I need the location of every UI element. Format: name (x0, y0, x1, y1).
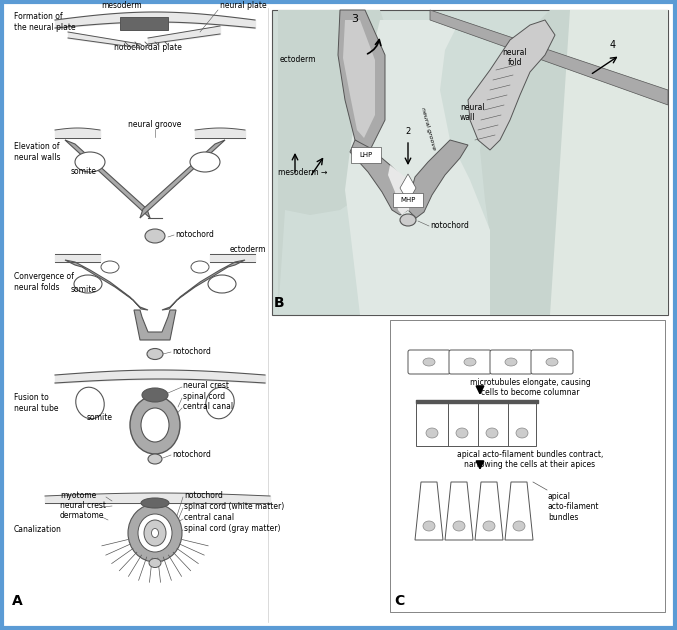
FancyBboxPatch shape (531, 350, 573, 374)
Polygon shape (140, 140, 225, 218)
Text: spinal cord: spinal cord (183, 392, 225, 401)
Text: notochordal plate: notochordal plate (114, 43, 182, 52)
FancyBboxPatch shape (490, 350, 532, 374)
Ellipse shape (128, 504, 182, 562)
Text: spinal cord (gray matter): spinal cord (gray matter) (184, 524, 280, 533)
Ellipse shape (149, 559, 161, 568)
Ellipse shape (190, 152, 220, 172)
Polygon shape (480, 10, 668, 315)
FancyBboxPatch shape (393, 193, 423, 207)
Ellipse shape (191, 261, 209, 273)
Polygon shape (475, 482, 503, 540)
Ellipse shape (400, 214, 416, 226)
Text: C: C (394, 594, 404, 608)
Polygon shape (388, 165, 410, 215)
Text: neural
wall: neural wall (460, 103, 485, 122)
Text: B: B (274, 296, 284, 310)
Text: 4: 4 (610, 40, 616, 50)
Polygon shape (65, 140, 150, 218)
Polygon shape (400, 174, 416, 202)
Ellipse shape (152, 529, 158, 537)
Text: Convergence of
neural folds: Convergence of neural folds (14, 272, 74, 292)
Ellipse shape (505, 358, 517, 366)
Ellipse shape (426, 428, 438, 438)
Text: Fusion to
neural tube: Fusion to neural tube (14, 393, 58, 413)
Ellipse shape (142, 388, 168, 402)
Ellipse shape (423, 521, 435, 531)
Text: Formation of
the neural plate: Formation of the neural plate (14, 13, 76, 32)
Text: apical
acto-filament
bundles: apical acto-filament bundles (548, 492, 600, 522)
Polygon shape (505, 482, 533, 540)
Text: notochord: notochord (184, 491, 223, 500)
Text: spinal cord (white matter): spinal cord (white matter) (184, 502, 284, 511)
Polygon shape (415, 482, 443, 540)
Text: somite: somite (87, 413, 113, 422)
Ellipse shape (208, 275, 236, 293)
Polygon shape (134, 310, 176, 340)
Ellipse shape (130, 396, 180, 454)
Ellipse shape (483, 521, 495, 531)
Polygon shape (350, 140, 410, 215)
Text: neural groove: neural groove (420, 107, 436, 151)
Ellipse shape (516, 428, 528, 438)
FancyBboxPatch shape (272, 10, 668, 315)
Text: notochord: notochord (172, 347, 211, 356)
Polygon shape (445, 482, 473, 540)
FancyBboxPatch shape (351, 147, 381, 163)
Ellipse shape (144, 520, 166, 546)
FancyBboxPatch shape (408, 350, 450, 374)
Text: central canal: central canal (183, 402, 233, 411)
Ellipse shape (74, 275, 102, 293)
Ellipse shape (453, 521, 465, 531)
Text: 2: 2 (406, 127, 411, 136)
Text: neural plate: neural plate (220, 1, 267, 10)
Text: somite: somite (71, 285, 97, 294)
Text: Canalization: Canalization (14, 525, 62, 534)
Ellipse shape (138, 514, 172, 552)
Ellipse shape (464, 358, 476, 366)
Ellipse shape (206, 387, 234, 419)
Text: mesoderm →: mesoderm → (278, 168, 328, 177)
Polygon shape (345, 20, 490, 315)
Text: microtubules elongate, causing
cells to become columnar: microtubules elongate, causing cells to … (470, 378, 590, 398)
Text: neural
fold: neural fold (503, 48, 527, 67)
Ellipse shape (101, 261, 119, 273)
FancyBboxPatch shape (390, 320, 665, 612)
Text: MHP: MHP (400, 197, 416, 203)
Ellipse shape (513, 521, 525, 531)
Polygon shape (468, 20, 555, 150)
Text: apical acto-filament bundles contract,
narrowing the cells at their apices: apical acto-filament bundles contract, n… (457, 450, 603, 469)
Text: Elevation of
neural walls: Elevation of neural walls (14, 142, 60, 162)
Ellipse shape (456, 428, 468, 438)
Ellipse shape (423, 358, 435, 366)
Polygon shape (162, 260, 245, 310)
FancyBboxPatch shape (449, 350, 491, 374)
Polygon shape (343, 20, 375, 138)
Polygon shape (65, 260, 148, 310)
Ellipse shape (141, 408, 169, 442)
Text: neural groove: neural groove (129, 120, 181, 129)
Text: dermatome: dermatome (60, 511, 104, 520)
Text: 3: 3 (351, 14, 359, 24)
Text: somite: somite (71, 167, 97, 176)
Text: central canal: central canal (184, 513, 234, 522)
Ellipse shape (76, 387, 104, 419)
Text: neural crest: neural crest (60, 501, 106, 510)
Text: ectoderm: ectoderm (230, 245, 267, 254)
Ellipse shape (141, 498, 169, 508)
Ellipse shape (147, 348, 163, 360)
Text: neural crest: neural crest (183, 381, 229, 390)
FancyBboxPatch shape (120, 17, 168, 30)
Polygon shape (278, 10, 400, 315)
Polygon shape (408, 140, 468, 218)
Ellipse shape (75, 152, 105, 172)
Text: myotome: myotome (60, 491, 96, 500)
Text: A: A (12, 594, 23, 608)
Ellipse shape (486, 428, 498, 438)
Text: notochord: notochord (175, 230, 214, 239)
Ellipse shape (546, 358, 558, 366)
Polygon shape (338, 10, 385, 150)
Text: ectoderm: ectoderm (280, 55, 317, 64)
Ellipse shape (145, 229, 165, 243)
